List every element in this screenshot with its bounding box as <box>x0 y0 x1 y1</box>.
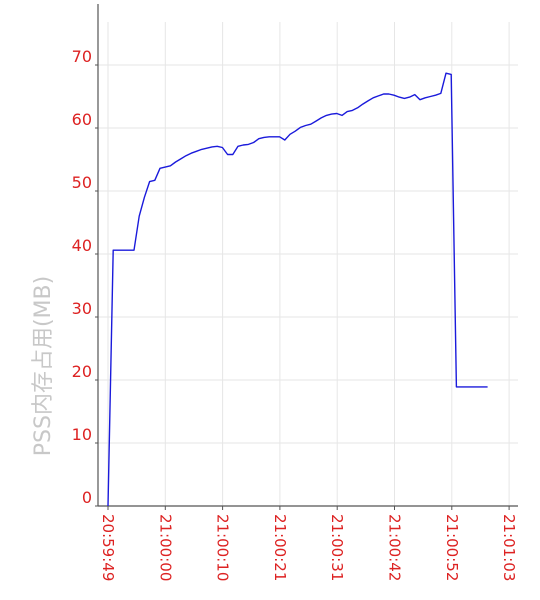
y-tick-label: 60 <box>72 110 92 129</box>
x-tick-label: 21:00:00 <box>156 514 174 581</box>
x-tick-label: 21:00:52 <box>443 514 461 581</box>
y-tick-label: 20 <box>72 362 92 381</box>
y-tick-label: 70 <box>72 47 92 66</box>
y-tick-label: 10 <box>72 425 92 444</box>
x-tick-label: 21:00:21 <box>271 514 289 581</box>
y-tick-label: 40 <box>72 236 92 255</box>
x-tick-label: 21:01:03 <box>500 514 518 581</box>
x-tick-label: 21:00:42 <box>386 514 404 581</box>
y-tick-label: 0 <box>82 488 92 507</box>
y-tick-label: 50 <box>72 173 92 192</box>
x-tick-label: 21:00:10 <box>214 514 232 581</box>
x-tick-label: 21:00:31 <box>328 514 346 581</box>
y-tick-label: 30 <box>72 299 92 318</box>
y-axis-title: PSS内存占用(MB) <box>31 276 56 456</box>
series-line-0 <box>107 72 488 507</box>
x-tick-label: 20:59:49 <box>99 514 117 581</box>
